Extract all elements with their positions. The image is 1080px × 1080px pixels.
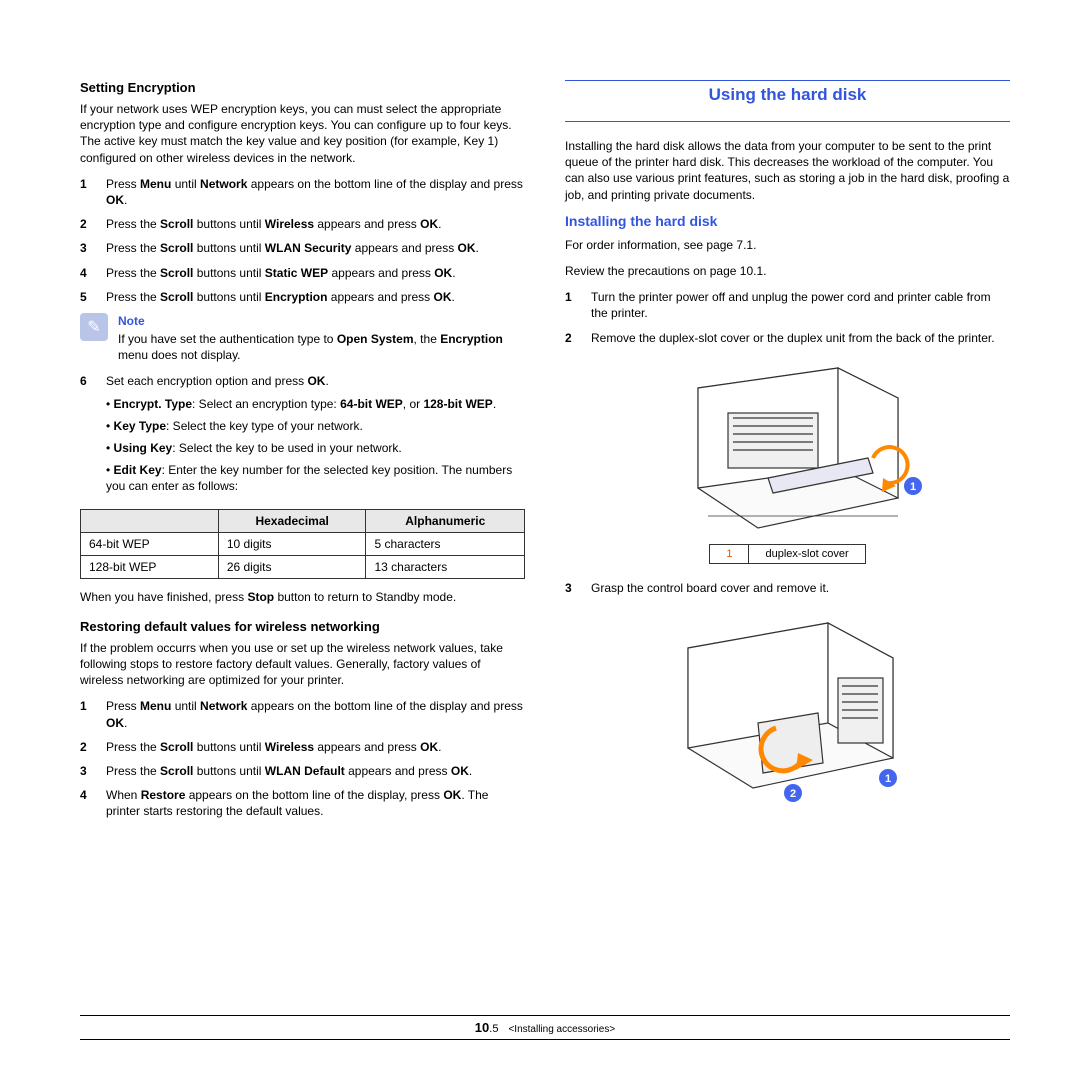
illustration-1: 1 1 duplex-slot cover	[565, 358, 1010, 564]
callout-badge-2: 2	[789, 788, 795, 800]
section-using-harddisk: Using the hard disk	[565, 85, 1010, 105]
note-text: If you have set the authentication type …	[118, 332, 503, 362]
step-item: 4Press the Scroll buttons until Static W…	[80, 265, 525, 281]
step-item: 2Remove the duplex-slot cover or the dup…	[565, 330, 1010, 346]
step-item: 5Press the Scroll buttons until Encrypti…	[80, 289, 525, 305]
illustration-2: 2 1	[565, 608, 1010, 808]
right-column: Using the hard disk Installing the hard …	[565, 80, 1010, 960]
step-6: 6 Set each encryption option and press O…	[80, 373, 525, 500]
callout-table-1: 1 duplex-slot cover	[709, 544, 865, 564]
step-item: 4When Restore appears on the bottom line…	[80, 787, 525, 819]
step-item: 3Press the Scroll buttons until WLAN Sec…	[80, 240, 525, 256]
wep-th: Alphanumeric	[366, 509, 525, 532]
callout-label: duplex-slot cover	[749, 544, 865, 563]
step-item: 3Press the Scroll buttons until WLAN Def…	[80, 763, 525, 779]
page-number: 10.5	[475, 1020, 499, 1035]
heading-installing: Installing the hard disk	[565, 213, 1010, 229]
note-icon: ✎	[80, 313, 108, 341]
step-item: 2Press the Scroll buttons until Wireless…	[80, 216, 525, 232]
bullet-item: Using Key: Select the key to be used in …	[106, 440, 525, 456]
note-block: ✎ Note If you have set the authenticatio…	[80, 313, 525, 364]
wep-table: HexadecimalAlphanumeric 64-bit WEP10 dig…	[80, 509, 525, 579]
section-using-harddisk-wrap: Using the hard disk	[565, 80, 1010, 122]
wep-th: Hexadecimal	[218, 509, 366, 532]
para-restore-intro: If the problem occurrs when you use or s…	[80, 640, 525, 689]
wep-row: 128-bit WEP26 digits13 characters	[81, 555, 525, 578]
para-encryption-intro: If your network uses WEP encryption keys…	[80, 101, 525, 166]
step-item: 2Press the Scroll buttons until Wireless…	[80, 739, 525, 755]
callout-badge-1b: 1	[884, 773, 890, 785]
printer-back-svg: 1	[638, 358, 938, 538]
step-item: 1Turn the printer power off and unplug t…	[565, 289, 1010, 321]
steps-encryption: 1Press Menu until Network appears on the…	[80, 176, 525, 305]
steps-install: 1Turn the printer power off and unplug t…	[565, 289, 1010, 346]
page-footer: 10.5 <Installing accessories>	[80, 1015, 1010, 1040]
bullet-item: Edit Key: Enter the key number for the s…	[106, 462, 525, 494]
para-using: Installing the hard disk allows the data…	[565, 138, 1010, 203]
footer-title: <Installing accessories>	[508, 1024, 615, 1035]
para-review: Review the precautions on page 10.1.	[565, 263, 1010, 279]
printer-board-svg: 2 1	[638, 608, 938, 808]
left-column: Setting Encryption If your network uses …	[80, 80, 525, 960]
para-order: For order information, see page 7.1.	[565, 237, 1010, 253]
heading-setting-encryption: Setting Encryption	[80, 80, 525, 95]
para-finish: When you have finished, press Stop butto…	[80, 589, 525, 605]
wep-row: 64-bit WEP10 digits5 characters	[81, 532, 525, 555]
steps-restore: 1Press Menu until Network appears on the…	[80, 698, 525, 819]
step6-bullets: Encrypt. Type: Select an encryption type…	[106, 396, 525, 495]
heading-restore: Restoring default values for wireless ne…	[80, 619, 525, 634]
callout-badge-1: 1	[909, 481, 915, 493]
wep-th	[81, 509, 219, 532]
step-item: 1Press Menu until Network appears on the…	[80, 176, 525, 208]
callout-num: 1	[710, 544, 749, 563]
note-title: Note	[118, 313, 525, 329]
bullet-item: Encrypt. Type: Select an encryption type…	[106, 396, 525, 412]
bullet-item: Key Type: Select the key type of your ne…	[106, 418, 525, 434]
step-item: 1Press Menu until Network appears on the…	[80, 698, 525, 730]
step-3-list: 3 Grasp the control board cover and remo…	[565, 580, 1010, 596]
